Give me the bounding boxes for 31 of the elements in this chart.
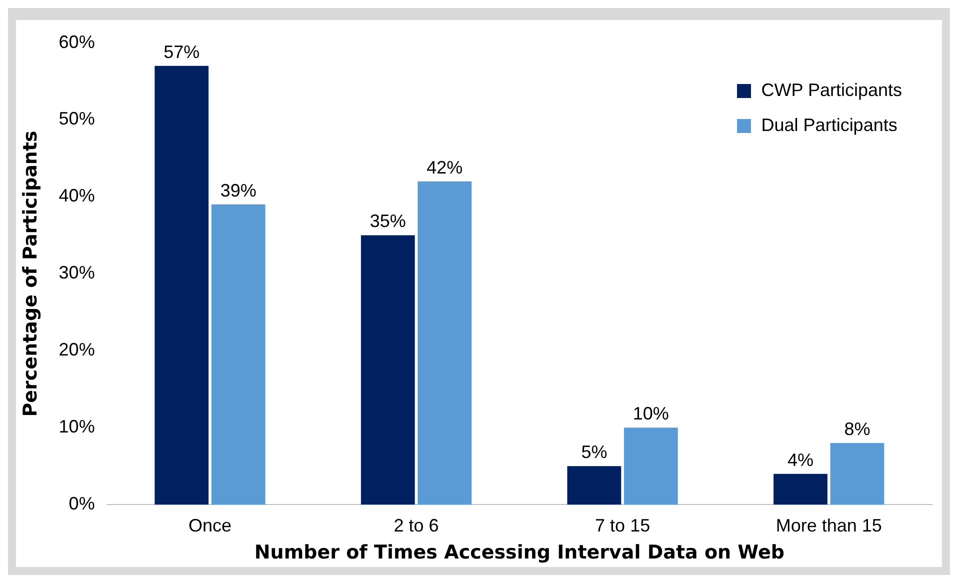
bar <box>418 181 472 505</box>
bar <box>774 474 828 505</box>
x-tick-label: 7 to 15 <box>595 515 650 536</box>
y-axis-title: Percentage of Participants <box>19 130 42 417</box>
data-label: 57% <box>164 42 200 62</box>
bar <box>624 428 678 505</box>
x-tick-label: Once <box>188 515 232 536</box>
data-label: 8% <box>844 418 870 439</box>
y-tick-label: 20% <box>58 340 95 360</box>
bar <box>211 204 266 505</box>
y-tick-label: 40% <box>58 186 95 206</box>
x-tick-label: 2 to 6 <box>394 515 439 536</box>
data-label: 10% <box>632 404 669 424</box>
data-label: 42% <box>426 157 463 178</box>
y-tick-label: 0% <box>68 494 95 514</box>
data-label: 39% <box>220 180 256 200</box>
x-axis-title: Number of Times Accessing Interval Data on Web <box>254 542 784 564</box>
y-tick-label: 50% <box>58 108 95 129</box>
bar <box>567 466 622 505</box>
data-label: 5% <box>581 442 608 462</box>
bar <box>360 235 415 505</box>
y-tick-label: 10% <box>58 416 95 437</box>
data-label: 4% <box>787 450 814 470</box>
y-tick-label: 60% <box>58 32 95 52</box>
data-label: 35% <box>370 211 406 232</box>
y-tick-label: 30% <box>58 262 95 283</box>
legend-label: Dual Participants <box>761 115 898 136</box>
bar <box>154 66 209 505</box>
legend-label: CWP Participants <box>761 80 902 101</box>
x-tick-label: More than 15 <box>776 515 882 536</box>
bar <box>830 443 884 505</box>
